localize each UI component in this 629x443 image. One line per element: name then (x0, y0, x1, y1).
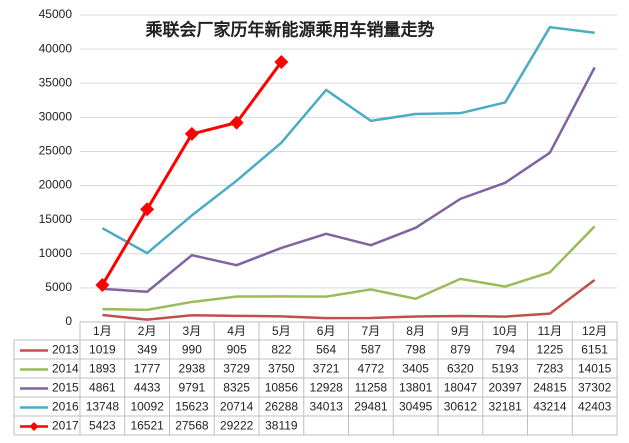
table-value: 5193 (492, 362, 519, 376)
table-value: 564 (316, 343, 336, 357)
table-value: 879 (450, 343, 470, 357)
x-tick-label: 4月 (227, 324, 246, 338)
x-tick-label: 10月 (492, 324, 517, 338)
table-value: 43214 (533, 400, 567, 414)
legend-label: 2014 (52, 362, 79, 376)
table-value: 2938 (179, 362, 206, 376)
marker (140, 202, 155, 217)
y-tick-label: 15000 (39, 212, 73, 226)
y-tick-label: 30000 (39, 110, 73, 124)
series-line (102, 279, 596, 321)
table-value: 349 (137, 343, 157, 357)
table-value: 3729 (223, 362, 250, 376)
table-value: 20397 (488, 381, 522, 395)
marker (184, 126, 199, 141)
table-value: 1019 (89, 343, 116, 357)
x-tick-label: 2月 (138, 324, 157, 338)
table-value: 11258 (355, 381, 388, 395)
y-tick-label: 45000 (39, 7, 73, 21)
series-line (102, 225, 596, 312)
y-tick-label: 10000 (39, 246, 73, 260)
table-value: 1225 (537, 343, 564, 357)
y-tick-label: 35000 (39, 75, 73, 89)
table-value: 1777 (134, 362, 161, 376)
x-tick-label: 3月 (183, 324, 202, 338)
table-value: 587 (361, 343, 381, 357)
y-tick-label: 40000 (39, 41, 73, 55)
table-value: 14015 (578, 362, 612, 376)
table-value: 29481 (354, 400, 388, 414)
legend-label: 2017 (52, 419, 79, 433)
table-value: 10092 (130, 400, 164, 414)
table-value: 6320 (447, 362, 474, 376)
table-value: 24815 (533, 381, 567, 395)
table-value: 34013 (309, 400, 343, 414)
table-value: 15623 (175, 400, 209, 414)
table-value: 29222 (220, 419, 254, 433)
table-value: 32181 (488, 400, 522, 414)
x-tick-label: 5月 (272, 324, 291, 338)
y-tick-label: 5000 (45, 280, 72, 294)
chart-title: 乘联会厂家历年新能源乘用车销量走势 (145, 19, 435, 39)
table-value: 9791 (179, 381, 206, 395)
table-value: 20714 (220, 400, 254, 414)
marker (229, 115, 244, 130)
x-tick-label: 6月 (317, 324, 336, 338)
table-value: 3721 (313, 362, 340, 376)
table-value: 38119 (265, 419, 298, 433)
table-value: 822 (271, 343, 291, 357)
marker (274, 54, 289, 69)
table-value: 3750 (268, 362, 295, 376)
table-value: 26288 (265, 400, 299, 414)
table-value: 27568 (175, 419, 209, 433)
table-value: 30612 (444, 400, 478, 414)
table-value: 794 (495, 343, 515, 357)
marker (95, 278, 110, 293)
x-tick-label: 1月 (93, 324, 112, 338)
x-tick-label: 9月 (451, 324, 470, 338)
table-value: 990 (182, 343, 202, 357)
table-value: 6151 (581, 343, 608, 357)
table-value: 4433 (134, 381, 161, 395)
series-line (102, 66, 596, 294)
legend-label: 2013 (52, 343, 79, 357)
table-value: 12928 (309, 381, 343, 395)
x-tick-label: 11月 (538, 324, 562, 338)
table-value: 13801 (399, 381, 433, 395)
y-tick-label: 25000 (39, 144, 73, 158)
table-value: 4772 (358, 362, 385, 376)
table-value: 42403 (578, 400, 612, 414)
legend-label: 2016 (52, 400, 79, 414)
y-tick-label: 0 (65, 314, 72, 328)
table-value: 8325 (223, 381, 250, 395)
x-tick-label: 7月 (362, 324, 381, 338)
y-tick-label: 20000 (39, 178, 73, 192)
table-value: 3405 (402, 362, 429, 376)
legend-label: 2015 (52, 381, 79, 395)
x-tick-label: 12月 (582, 324, 607, 338)
x-tick-label: 8月 (406, 324, 425, 338)
legend-marker (29, 422, 39, 431)
table-value: 37302 (578, 381, 612, 395)
table-value: 10856 (265, 381, 299, 395)
table-value: 18047 (444, 381, 478, 395)
table-value: 13748 (86, 400, 120, 414)
table-value: 4861 (89, 381, 116, 395)
table-value: 1893 (89, 362, 116, 376)
table-value: 7283 (537, 362, 564, 376)
table-value: 16521 (130, 419, 164, 433)
table-value: 798 (406, 343, 426, 357)
table-value: 905 (227, 343, 247, 357)
series-line (101, 25, 595, 255)
table-value: 30495 (399, 400, 433, 414)
table-value: 5423 (89, 419, 116, 433)
